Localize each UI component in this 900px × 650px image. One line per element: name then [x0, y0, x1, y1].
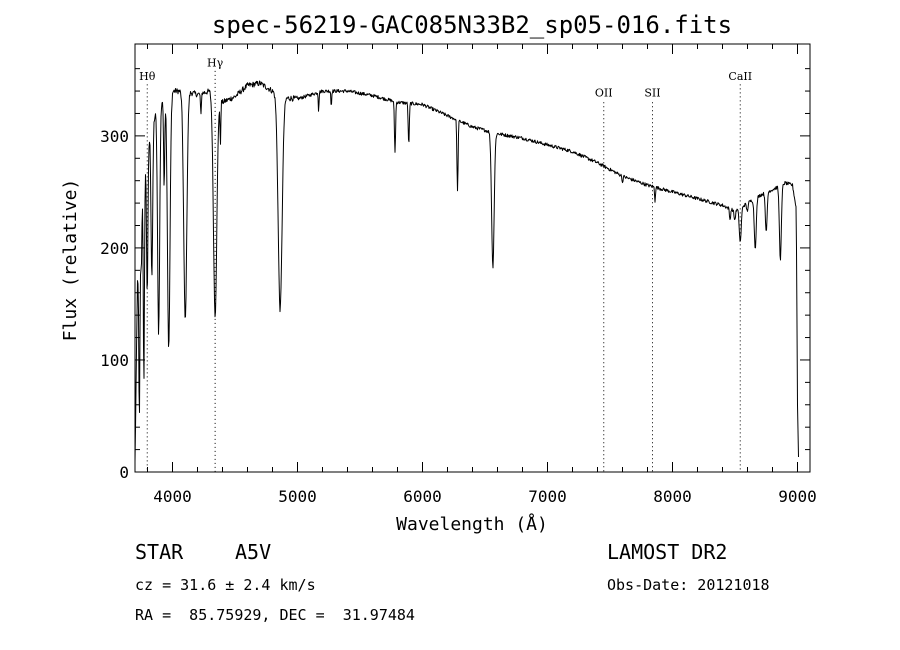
line-marker-label: OII	[595, 87, 613, 100]
coordinates: RA = 85.75929, DEC = 31.97484	[135, 606, 415, 624]
y-tick-label: 100	[100, 351, 129, 370]
x-tick-label: 4000	[153, 487, 192, 506]
x-tick-label: 5000	[278, 487, 317, 506]
x-tick-label: 8000	[653, 487, 692, 506]
object-type: STAR	[135, 540, 184, 564]
x-tick-label: 6000	[403, 487, 442, 506]
spectral-class: A5V	[235, 540, 271, 564]
line-marker-label: Hθ	[139, 70, 156, 83]
spectrum-layer	[134, 80, 799, 462]
y-axis-label: Flux (relative)	[60, 179, 81, 342]
x-tick-label: 7000	[528, 487, 567, 506]
y-tick-label: 0	[119, 463, 129, 482]
spectrum-line	[134, 80, 799, 462]
plot-frame	[134, 43, 811, 473]
tick-layer: 4000 5000 6000 7000 8000 9000 0 100 200 300	[100, 44, 817, 506]
y-tick-label: 300	[100, 127, 129, 146]
y-tick-label: 200	[100, 239, 129, 258]
chart-title: spec-56219-GAC085N33B2_sp05-016.fits	[212, 11, 732, 39]
line-marker-label: SII	[644, 87, 660, 100]
survey-name: LAMOST DR2	[607, 540, 727, 564]
annotation-layer: Hθ Hγ OII SII CaII	[139, 56, 752, 472]
redshift-value: cz = 31.6 ± 2.4 km/s	[135, 576, 316, 594]
x-axis-label: Wavelength (Å)	[396, 513, 548, 535]
line-marker-label: CaII	[728, 70, 752, 83]
line-marker-label: Hγ	[207, 56, 224, 69]
observation-date: Obs-Date: 20121018	[607, 576, 770, 594]
x-tick-label: 9000	[778, 487, 817, 506]
